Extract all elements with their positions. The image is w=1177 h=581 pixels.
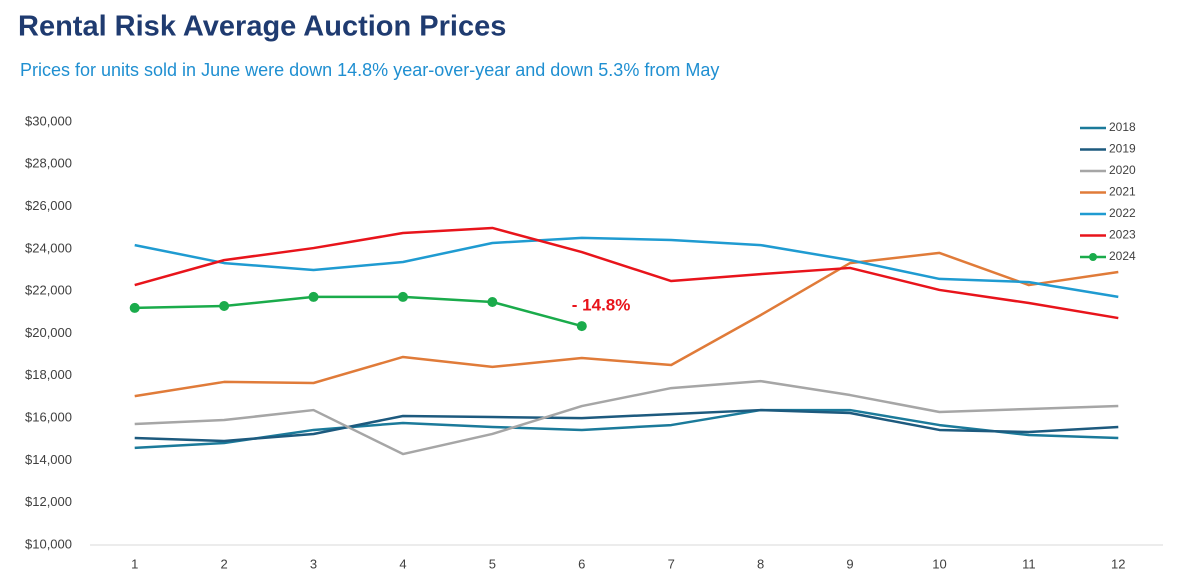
legend-label: 2019 (1109, 142, 1136, 156)
legend-label: 2021 (1109, 185, 1136, 199)
point (219, 301, 230, 312)
chart-title: Rental Risk Average Auction Prices (18, 11, 506, 43)
legend-label: 2018 (1109, 120, 1136, 134)
point (576, 321, 587, 332)
series-line (134, 408, 1119, 450)
legend-marker (1089, 253, 1097, 261)
x-tick-label: 1 (131, 556, 138, 571)
x-tick-label: 8 (757, 556, 764, 571)
series-line (134, 226, 1119, 320)
y-tick-label: $10,000 (25, 536, 72, 551)
point (129, 302, 140, 313)
x-tick-label: 12 (1111, 556, 1125, 571)
x-tick-label: 6 (578, 556, 585, 571)
y-tick-label: $30,000 (25, 113, 72, 128)
legend-label: 2022 (1109, 206, 1136, 220)
x-tick-label: 4 (399, 556, 406, 571)
chart-subtitle: Prices for units sold in June were down … (20, 60, 719, 80)
y-tick-label: $22,000 (25, 283, 72, 298)
point (397, 291, 408, 302)
x-tick-label: 7 (668, 556, 675, 571)
x-tick-label: 5 (489, 556, 496, 571)
y-tick-label: $26,000 (25, 198, 72, 213)
annotation: - 14.8% (572, 296, 631, 315)
series-line (134, 251, 1119, 398)
point (487, 296, 498, 307)
y-tick-label: $12,000 (25, 494, 72, 509)
x-tick-label: 9 (846, 556, 853, 571)
series-line (134, 379, 1119, 456)
legend-label: 2020 (1109, 163, 1136, 177)
y-tick-label: $16,000 (25, 410, 72, 425)
point (308, 291, 319, 302)
series-line (134, 408, 1119, 443)
x-tick-label: 11 (1022, 556, 1036, 571)
x-tick-label: 10 (932, 556, 946, 571)
legend-label: 2023 (1109, 228, 1136, 242)
series-line (134, 295, 583, 328)
y-tick-label: $28,000 (25, 156, 72, 171)
y-tick-label: $20,000 (25, 325, 72, 340)
y-tick-label: $24,000 (25, 240, 72, 255)
legend-label: 2024 (1109, 249, 1136, 263)
y-tick-label: $18,000 (25, 367, 72, 382)
y-tick-label: $14,000 (25, 452, 72, 467)
x-tick-label: 2 (221, 556, 228, 571)
series-line (134, 236, 1119, 299)
x-tick-label: 3 (310, 556, 317, 571)
